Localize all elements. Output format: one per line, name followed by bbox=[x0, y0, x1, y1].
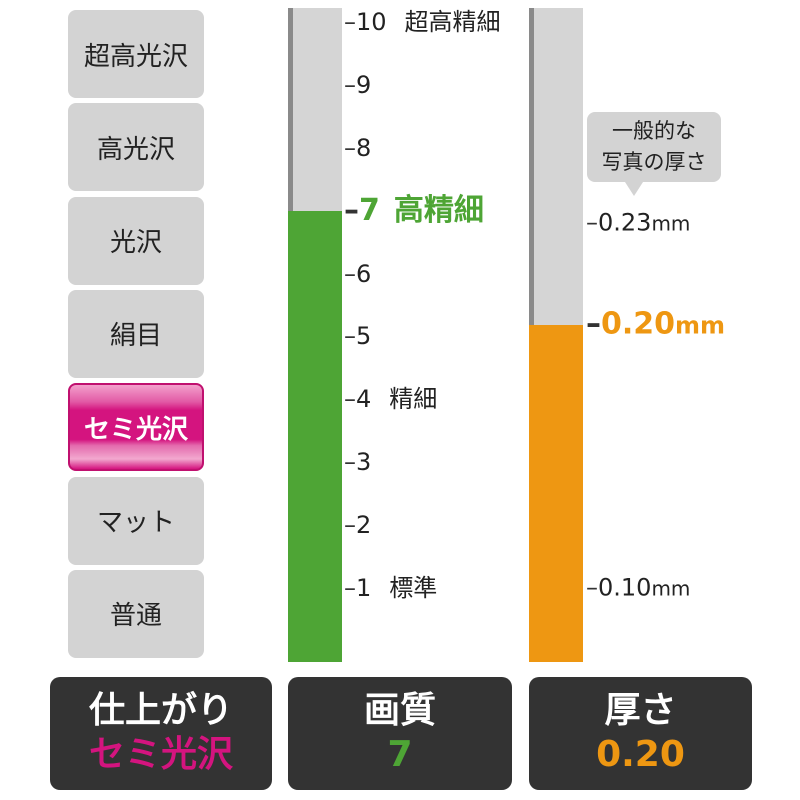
quality-tick: –8 bbox=[344, 133, 372, 162]
summary-quality-title: 画質 bbox=[363, 690, 436, 731]
summary-finish-title: 仕上がり bbox=[88, 690, 233, 731]
thickness-bar bbox=[529, 8, 583, 662]
thickness-tick-0-20: –0.20mm bbox=[586, 306, 726, 342]
summary-thickness-title: 厚さ bbox=[604, 690, 677, 731]
finish-option[interactable]: セミ光沢 bbox=[68, 383, 204, 472]
finish-option[interactable]: マット bbox=[68, 476, 204, 565]
typical-thickness-callout: 一般的な 写真の厚さ bbox=[587, 112, 721, 196]
quality-tick: –1 標準 bbox=[344, 574, 438, 602]
quality-tick-label: 標準 bbox=[389, 574, 438, 602]
finish-option[interactable]: 普通 bbox=[68, 569, 204, 658]
quality-tick: –9 bbox=[344, 70, 372, 99]
quality-bar bbox=[288, 8, 342, 662]
finish-option[interactable]: 超高光沢 bbox=[68, 10, 204, 98]
quality-tick-label: 超高精細 bbox=[404, 7, 501, 36]
quality-tick: –2 bbox=[344, 511, 372, 540]
finish-option[interactable]: 絹目 bbox=[68, 289, 204, 378]
finish-option[interactable]: 高光沢 bbox=[68, 103, 204, 192]
quality-tick: –4 精細 bbox=[344, 385, 438, 414]
summary-thickness: 厚さ 0.20 bbox=[529, 677, 752, 790]
thickness-tick-0-23: –0.23mm bbox=[586, 208, 691, 237]
thickness-tick-0-10: –0.10mm bbox=[586, 573, 691, 602]
summary-quality-value: 7 bbox=[387, 734, 413, 775]
quality-tick-label: 高精細 bbox=[393, 192, 484, 228]
summary-quality: 画質 7 bbox=[288, 677, 512, 790]
summary-thickness-value: 0.20 bbox=[596, 734, 685, 775]
quality-tick: –10 超高精細 bbox=[344, 7, 501, 36]
finish-option[interactable]: 光沢 bbox=[68, 196, 204, 285]
quality-tick: –7 高精細 bbox=[344, 192, 484, 228]
quality-tick: –6 bbox=[344, 259, 372, 288]
thickness-bar-fill bbox=[529, 325, 583, 662]
summary-finish: 仕上がり セミ光沢 bbox=[50, 677, 272, 790]
quality-tick: –5 bbox=[344, 322, 372, 351]
quality-tick-label: 精細 bbox=[389, 385, 438, 414]
summary-finish-value: セミ光沢 bbox=[88, 734, 233, 775]
quality-bar-fill bbox=[288, 210, 342, 662]
quality-tick: –3 bbox=[344, 448, 372, 477]
callout-line-1: 一般的な bbox=[612, 119, 696, 143]
callout-line-2: 写真の厚さ bbox=[601, 150, 707, 174]
